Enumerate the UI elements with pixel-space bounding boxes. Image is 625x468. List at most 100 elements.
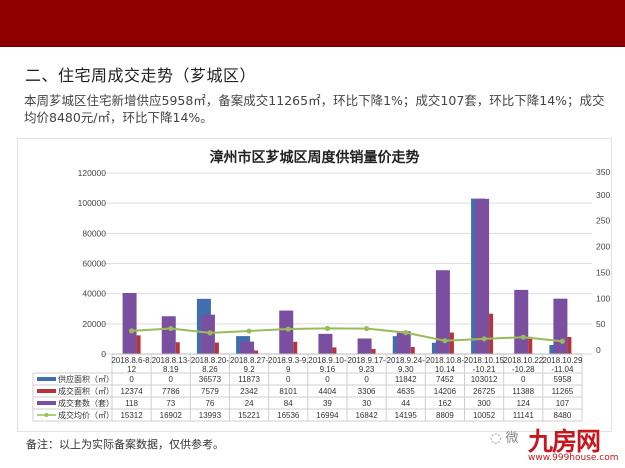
bar-units xyxy=(435,270,450,354)
price-point xyxy=(324,325,331,331)
bar-deal-area xyxy=(332,347,337,354)
y-right-tick: 300 xyxy=(596,190,610,200)
table-cell: 39 xyxy=(323,399,332,408)
table-cell: 26725 xyxy=(473,387,496,396)
y-right-tick: 100 xyxy=(596,293,610,303)
table-cell: 13993 xyxy=(199,411,222,420)
table-cell: 16842 xyxy=(355,411,378,420)
category-label: 2018.9.10- xyxy=(308,356,347,365)
bar-deal-area xyxy=(214,342,219,354)
y-right-tick: 350 xyxy=(596,167,610,177)
footnote: 备注：以上为实际备案数据，仅供参考。 xyxy=(26,438,224,451)
bar-units xyxy=(240,341,255,354)
table-cell: 8809 xyxy=(436,411,454,420)
bar-deal-area xyxy=(489,313,494,354)
y-right-tick: 50 xyxy=(596,319,606,329)
y-right-tick: 150 xyxy=(596,267,610,277)
category-label: 2018.10.29 xyxy=(542,356,583,365)
bar-units xyxy=(318,333,333,354)
wechat-icon: ◌ xyxy=(490,431,506,446)
category-label: 10.14 xyxy=(435,365,456,374)
price-point xyxy=(207,330,213,336)
category-label: 2018.9.17- xyxy=(347,356,386,365)
bar-units xyxy=(279,310,294,354)
table-cell: 14195 xyxy=(395,411,418,420)
chart-panel: 漳州市区芗城区周度供销量价走势 xyxy=(17,138,612,432)
price-point xyxy=(363,325,370,332)
bar-deal-area xyxy=(528,336,533,354)
category-label: 2018.10.8- xyxy=(426,356,465,365)
table-cell: 24 xyxy=(245,399,254,408)
table-cell: 73 xyxy=(166,399,175,408)
table-cell: 14206 xyxy=(434,387,457,396)
category-label: -10.21 xyxy=(473,365,496,374)
table-cell: 11141 xyxy=(513,411,535,420)
category-label: 8.19 xyxy=(163,365,179,374)
y-left-tick: 100000 xyxy=(78,198,107,208)
y-left-tick: 40000 xyxy=(82,289,106,299)
table-cell: 0 xyxy=(521,375,526,384)
bar-units xyxy=(161,316,176,354)
y-left-tick: 60000 xyxy=(82,259,106,269)
table-cell: 76 xyxy=(205,399,214,408)
bar-units xyxy=(122,292,137,354)
legend-key-swatch xyxy=(37,377,56,381)
legend-label: 成交面积（㎡） xyxy=(58,386,114,396)
y-left-tick: 80000 xyxy=(82,228,106,238)
site-logo[interactable]: 九房网 www.999house.com xyxy=(528,422,623,466)
table-cell: 4635 xyxy=(397,387,415,396)
bar-units xyxy=(514,289,529,354)
table-cell: 7579 xyxy=(201,387,219,396)
table-cell: 0 xyxy=(169,375,174,384)
table-cell: 5958 xyxy=(554,375,572,384)
table-cell: 8480 xyxy=(554,411,572,420)
y-right-tick: 200 xyxy=(596,242,610,252)
price-point xyxy=(246,328,252,334)
table-cell: 0 xyxy=(364,375,369,384)
bar-units xyxy=(357,338,372,354)
table-cell: 300 xyxy=(477,399,491,408)
y-left-tick: 0 xyxy=(101,349,106,359)
category-label: 2018.10.22 xyxy=(503,356,544,365)
bar-deal-area xyxy=(371,349,376,354)
table-cell: 107 xyxy=(556,399,570,408)
y-left-tick: 120000 xyxy=(78,168,107,178)
table-cell: 84 xyxy=(284,399,293,408)
bar-deal-area xyxy=(449,332,454,354)
table-cell: 30 xyxy=(362,399,371,408)
table-cell: 8101 xyxy=(279,387,297,396)
bar-deal-area xyxy=(567,337,572,354)
table-cell: 2342 xyxy=(240,387,258,396)
table-cell: 44 xyxy=(401,399,410,408)
category-label: 9 xyxy=(286,365,291,374)
wechat-watermark: ◌ 微 xyxy=(490,431,519,446)
table-cell: 0 xyxy=(129,375,134,384)
category-label: 8.26 xyxy=(202,365,218,374)
price-point xyxy=(442,338,448,344)
price-point xyxy=(481,336,487,342)
category-label: 9.2 xyxy=(244,365,256,374)
table-cell: 103012 xyxy=(471,375,498,384)
category-label: -11.04 xyxy=(551,365,574,374)
legend-key-swatch xyxy=(37,401,56,405)
category-label: 2018.10.15 xyxy=(464,356,505,365)
header-bar xyxy=(0,0,625,47)
price-point xyxy=(520,334,526,340)
table-cell: 16994 xyxy=(316,411,339,420)
category-label: 2018.9.3-9. xyxy=(268,356,308,365)
bar-deal-area xyxy=(175,342,180,354)
bar-deal-area xyxy=(254,350,259,354)
legend-key-swatch xyxy=(37,389,56,393)
line-price xyxy=(131,327,563,343)
table-cell: 118 xyxy=(125,399,138,408)
bar-units xyxy=(553,298,568,354)
summary-text: 本周芗城区住宅新增供应5958㎡，备案成交11265㎡，环比下降1%；成交107… xyxy=(24,93,605,125)
table-cell: 16536 xyxy=(277,411,300,420)
table-cell: 11265 xyxy=(552,387,574,396)
category-label: 9.30 xyxy=(398,365,414,374)
category-label: -10.28 xyxy=(512,365,535,374)
category-label: 9.23 xyxy=(359,365,375,374)
y-left-tick: 20000 xyxy=(82,319,106,329)
table-cell: 11388 xyxy=(512,387,534,396)
